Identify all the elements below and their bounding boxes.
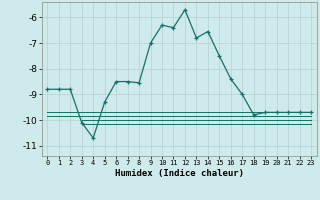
X-axis label: Humidex (Indice chaleur): Humidex (Indice chaleur) bbox=[115, 169, 244, 178]
